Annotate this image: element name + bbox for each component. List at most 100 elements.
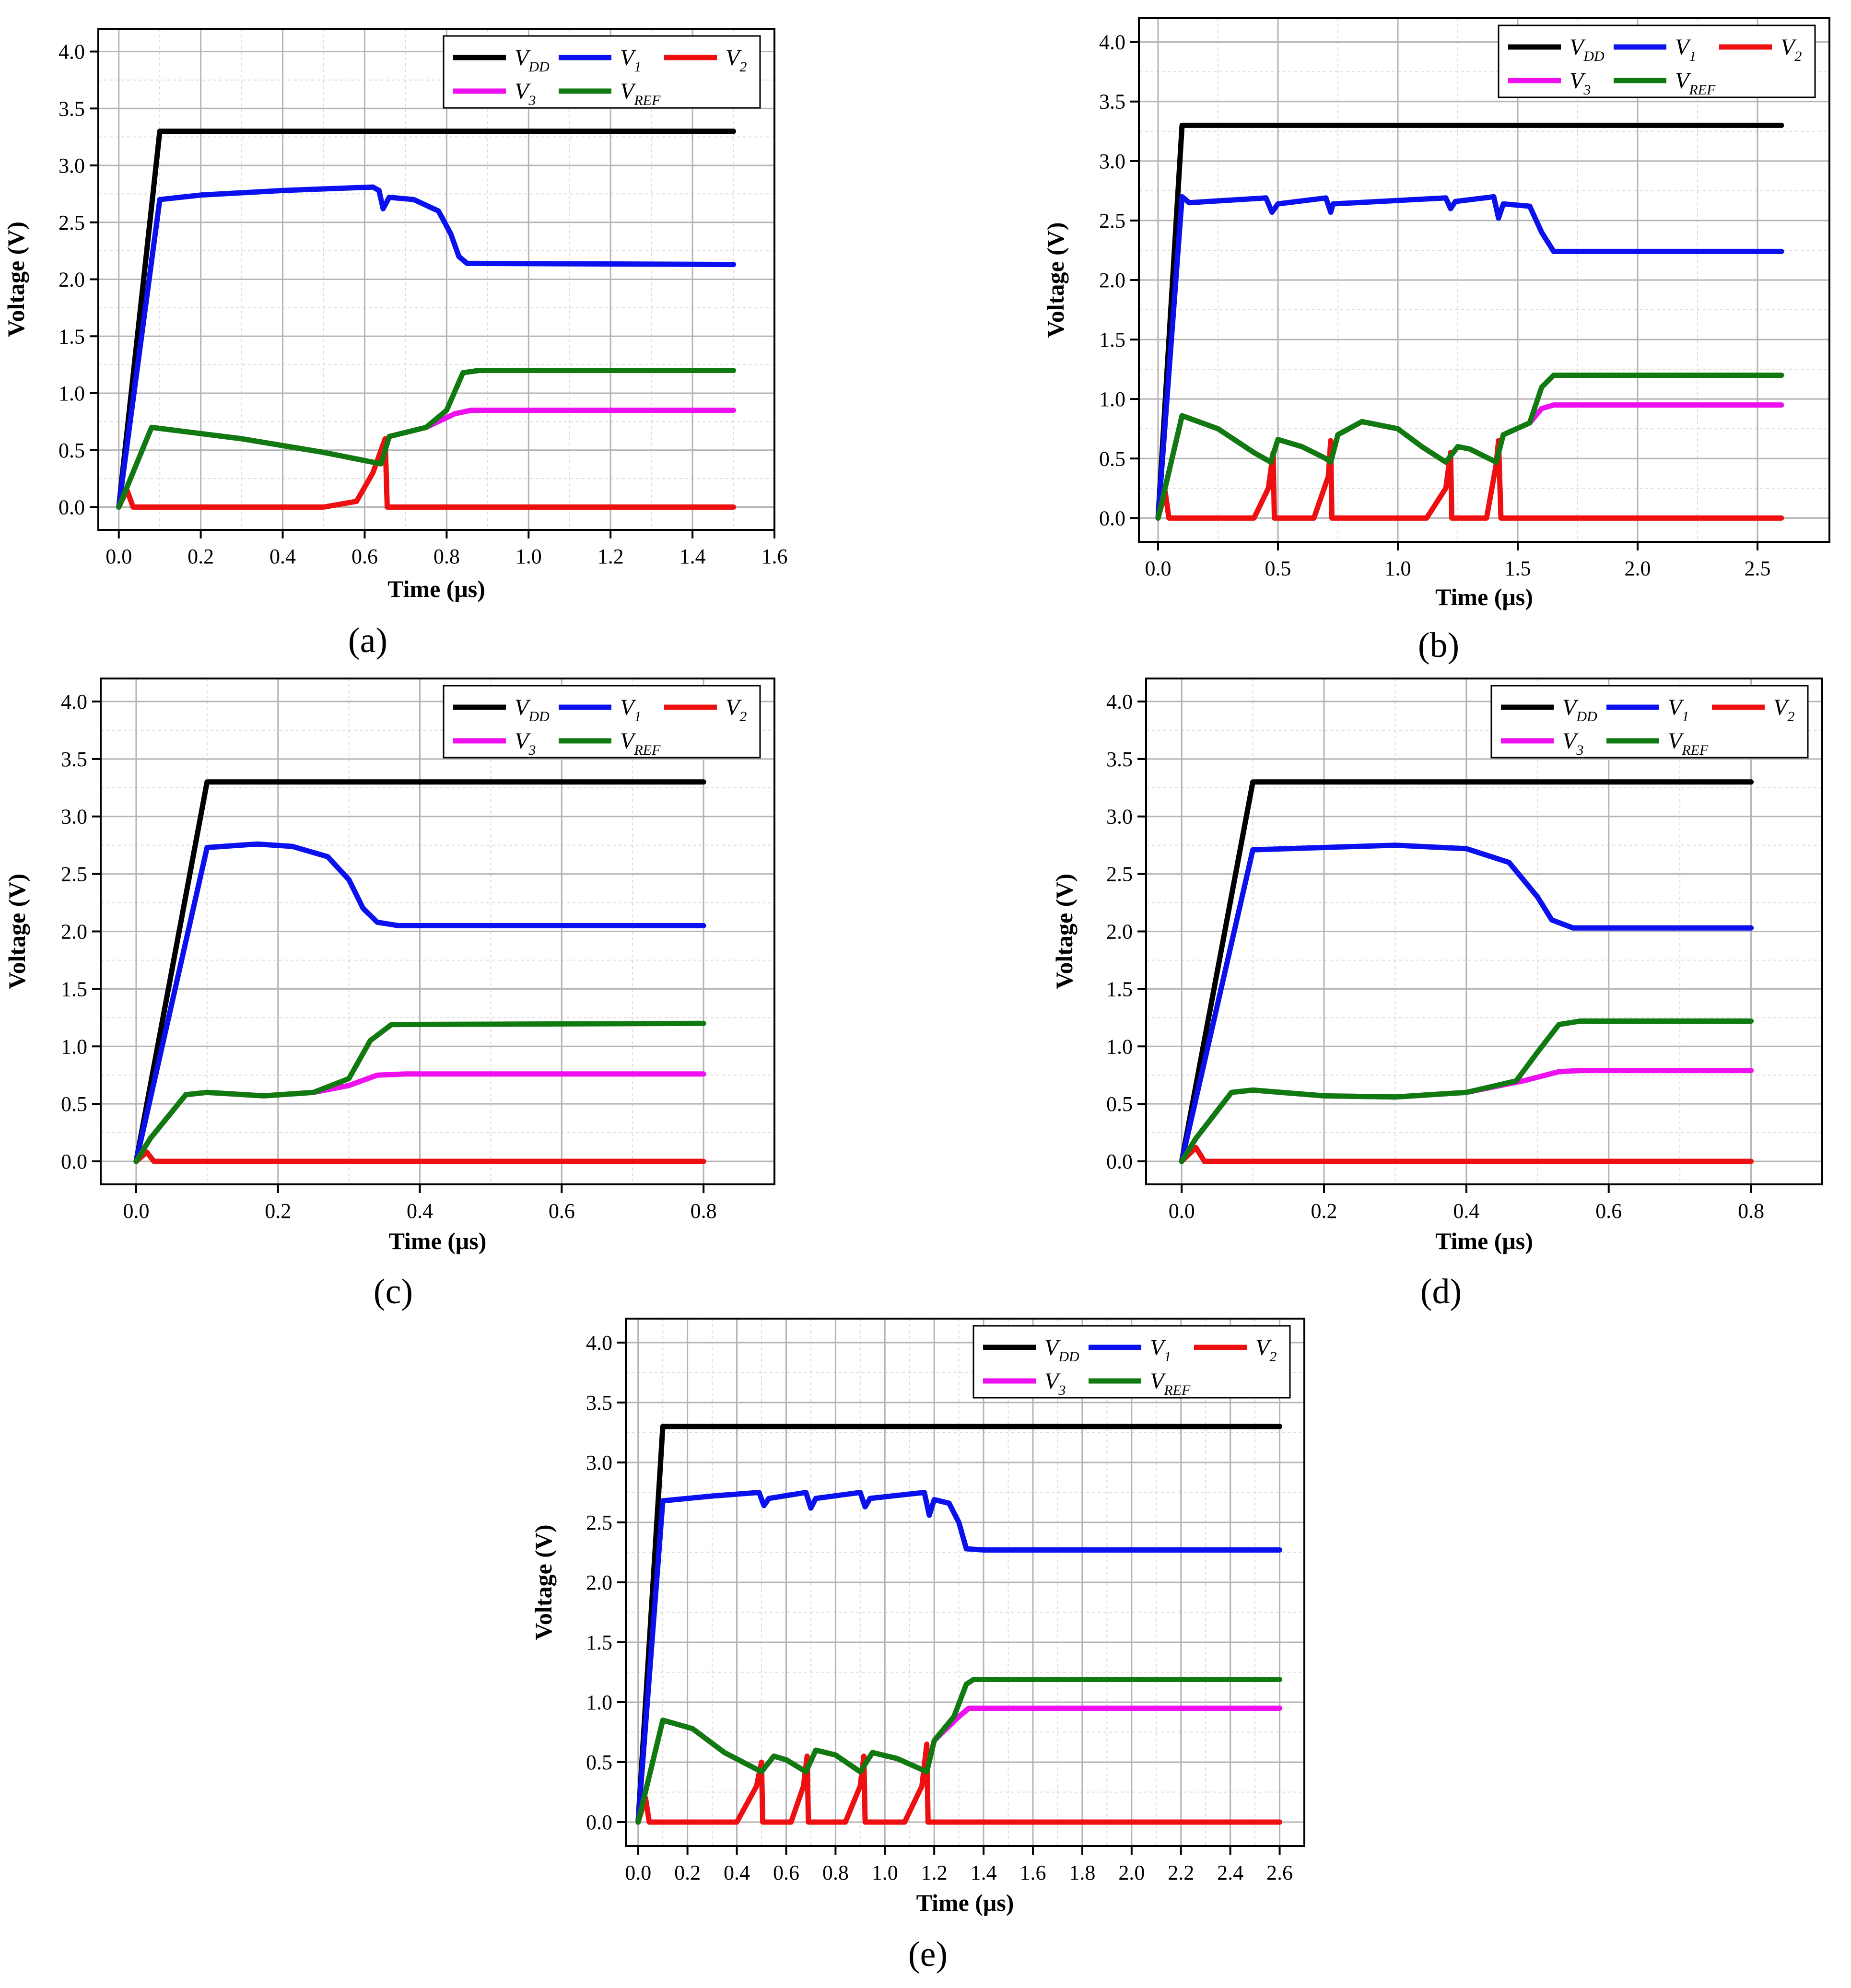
chart-panel-e: 0.0 0.2 0.4 0.6 0.8 1.0 1.2 1.4 1.6 1.8 2.0 2.2 2.4 2… [530, 1318, 1305, 1974]
y-tick-label: 4.0 [1106, 690, 1133, 713]
y-axis-title: Voltage (V) [530, 1524, 557, 1640]
x-tick-label: 1.2 [597, 545, 624, 568]
y-tick-label: 3.0 [59, 154, 85, 177]
y-tick-label: 0.5 [1106, 1092, 1133, 1116]
y-axis-title: Voltage (V) [2, 222, 29, 337]
x-tick-label: 0.4 [1453, 1199, 1479, 1223]
x-tick-label: 0.2 [265, 1199, 291, 1223]
series-line-v1 [133, 841, 706, 1164]
legend-label: V2 [726, 695, 747, 725]
axis-ticks: 0.0 0.5 1.0 1.5 2.0 2.5 0.0 0.5 1.0 1.5 2.0 2.5 3.0 3… [1099, 31, 1771, 580]
x-tick-label: 0.8 [1738, 1199, 1764, 1223]
x-tick-label: 1.2 [921, 1861, 948, 1884]
y-tick-label: 1.0 [586, 1691, 612, 1714]
y-tick-label: 3.0 [1099, 150, 1125, 173]
legend-label: V1 [1675, 35, 1696, 64]
series-line-v2 [1155, 438, 1784, 521]
legend-item-vdd: VDD [453, 695, 550, 725]
legend-item-v3: V3 [983, 1368, 1066, 1398]
legend-item-vref: VREF [1614, 68, 1716, 98]
y-tick-label: 2.0 [1106, 920, 1133, 944]
x-tick-label: 0.2 [1311, 1199, 1337, 1223]
panel-label: (a) [348, 621, 387, 660]
x-tick-label: 1.0 [1385, 557, 1411, 580]
legend-item-vdd: VDD [453, 45, 550, 75]
x-tick-label: 1.8 [1069, 1861, 1095, 1884]
legend-item-v3: V3 [1508, 68, 1591, 98]
y-tick-label: 2.5 [586, 1511, 612, 1534]
x-tick-label: 2.4 [1217, 1861, 1243, 1884]
legend: VDD V1 V2 V3 VREF [972, 1325, 1291, 1399]
legend-label: VREF [1668, 728, 1709, 758]
axis-ticks: 0.0 0.2 0.4 0.6 0.8 0.0 0.5 1.0 1.5 2.0 2.5 3.0 3.5 4… [61, 690, 717, 1223]
legend-item-v1: V1 [559, 695, 641, 725]
x-tick-label: 0.5 [1265, 557, 1291, 580]
x-tick-label: 0.2 [187, 545, 214, 568]
x-tick-label: 2.0 [1118, 1861, 1145, 1884]
y-tick-label: 3.5 [59, 97, 85, 120]
legend: VDD V1 V2 V3 VREF [1490, 685, 1809, 759]
y-tick-label: 1.5 [59, 325, 85, 348]
series-line-vref [1179, 1018, 1754, 1164]
y-tick-label: 3.0 [1106, 805, 1133, 829]
x-tick-label: 0.0 [105, 545, 132, 568]
legend-label: V1 [620, 45, 641, 75]
x-axis-title: Time (μs) [387, 575, 485, 602]
legend-item-v1: V1 [1614, 35, 1696, 64]
legend-item-vref: VREF [1089, 1368, 1191, 1398]
chart-panel-c: 0.0 0.2 0.4 0.6 0.8 0.0 0.5 1.0 1.5 2.0 2.5 3.0 3.5 4… [3, 678, 775, 1311]
legend-item-vdd: VDD [983, 1335, 1079, 1365]
y-tick-label: 0.0 [1106, 1150, 1133, 1173]
y-tick-label: 2.0 [1099, 269, 1125, 292]
legend-label: V2 [1781, 35, 1802, 64]
legend: VDD V1 V2 V3 VREF [443, 35, 761, 109]
y-tick-label: 2.5 [1099, 209, 1125, 233]
y-tick-label: 4.0 [61, 690, 87, 713]
x-axis-title: Time (μs) [1435, 1228, 1533, 1254]
series-line-v1 [635, 1490, 1282, 1825]
series-line-vref [133, 1020, 706, 1164]
legend-label: VREF [1150, 1368, 1191, 1398]
legend-item-v3: V3 [1501, 728, 1583, 758]
y-tick-label: 4.0 [59, 40, 85, 64]
grid [1146, 678, 1822, 1184]
x-tick-label: 0.2 [674, 1861, 701, 1884]
x-tick-label: 1.5 [1505, 557, 1531, 580]
legend-label: V3 [1562, 728, 1583, 758]
legend-label: V1 [1150, 1335, 1171, 1365]
legend-label: V3 [1570, 68, 1591, 98]
x-tick-label: 0.0 [123, 1199, 149, 1223]
legend-box [972, 1325, 1291, 1399]
legend-label: VREF [620, 79, 661, 108]
y-tick-label: 1.0 [59, 382, 85, 405]
x-axis-title: Time (μs) [389, 1228, 487, 1254]
axis-ticks: 0.0 0.2 0.4 0.6 0.8 0.0 0.5 1.0 1.5 2.0 2.5 3.0 3.5 4… [1106, 690, 1764, 1223]
y-tick-label: 4.0 [586, 1331, 612, 1355]
x-tick-label: 0.8 [822, 1861, 849, 1884]
y-tick-label: 1.5 [586, 1631, 612, 1654]
x-tick-label: 0.0 [625, 1861, 651, 1884]
series-line-v1 [116, 184, 736, 510]
panel-label: (e) [908, 1935, 948, 1974]
legend-label: V1 [620, 695, 641, 725]
axis-ticks: 0.0 0.2 0.4 0.6 0.8 1.0 1.2 1.4 1.6 0.0 0.5 1.0 1.5 2… [59, 40, 788, 569]
x-tick-label: 1.4 [971, 1861, 997, 1884]
y-tick-label: 1.5 [61, 977, 87, 1001]
x-tick-label: 2.0 [1625, 557, 1651, 580]
legend-box [443, 35, 761, 109]
legend-item-v1: V1 [1606, 695, 1689, 725]
x-tick-label: 2.6 [1266, 1861, 1293, 1884]
series-lines [1179, 779, 1754, 1164]
series-line-v2 [635, 1742, 1282, 1825]
legend-label: VDD [515, 45, 550, 75]
x-tick-label: 0.6 [549, 1199, 575, 1223]
series-line-vref [1155, 373, 1784, 521]
series-line-vdd [1179, 779, 1754, 1164]
y-tick-label: 0.0 [1099, 506, 1125, 530]
legend-item-vref: VREF [559, 79, 661, 108]
legend-box [1490, 685, 1809, 759]
x-tick-label: 0.4 [407, 1199, 433, 1223]
series-lines [1155, 122, 1784, 521]
y-tick-label: 0.0 [61, 1150, 87, 1173]
legend-label: VREF [1675, 68, 1716, 98]
